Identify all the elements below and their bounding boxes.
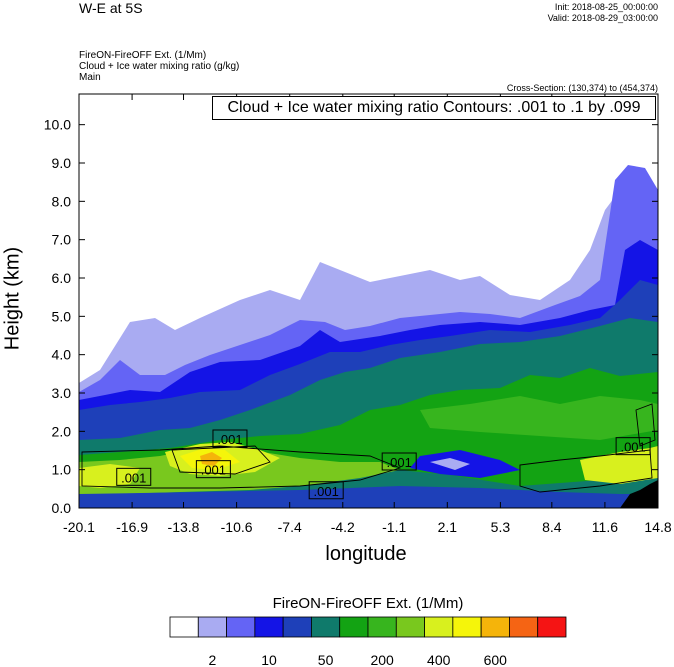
y-tick-label: 6.0	[52, 270, 72, 286]
colorbar-label: 50	[318, 652, 334, 667]
y-tick-label: 2.0	[52, 423, 72, 439]
x-tick-label: -13.8	[168, 519, 200, 535]
contour-label: .001	[620, 440, 645, 455]
field-name-main: Main	[79, 72, 101, 83]
field-band-blue-bottom	[79, 486, 658, 508]
field-name-extinction: FireON-FireOFF Ext. (1/Mm)	[79, 50, 207, 61]
contour-label: .001	[314, 484, 339, 499]
contour-label-box	[381, 452, 417, 471]
plot-title: W-E at 5S	[79, 0, 143, 16]
y-tick-label: 8.0	[52, 193, 72, 209]
contour-label: .001	[121, 470, 146, 485]
field-name-cloud-ice: Cloud + Ice water mixing ratio (g/kg)	[79, 61, 240, 72]
y-tick-label: 5.0	[52, 308, 72, 324]
x-tick-label: -20.1	[63, 519, 95, 535]
colorbar-swatch	[254, 616, 284, 638]
colorbar-swatch	[339, 616, 369, 638]
colorbar-label: 2	[209, 652, 217, 667]
colorbar-label: 10	[261, 652, 277, 667]
contour-label: .001	[387, 455, 412, 470]
y-tick-label: 1.0	[52, 462, 72, 478]
field-band-lavender-lower	[430, 458, 470, 470]
colorbar-title: FireON-FireOFF Ext. (1/Mm)	[272, 595, 464, 612]
field-band-yellow-right	[580, 446, 658, 484]
contour-label-box	[212, 429, 248, 448]
cross-section-label: Cross-Section: (130,374) to (454,374)	[506, 83, 658, 93]
plot-frame	[78, 93, 659, 509]
x-tick-label: 11.6	[592, 519, 618, 535]
contour-label-box	[615, 437, 651, 456]
y-tick-label: 7.0	[52, 232, 72, 248]
valid-time: Valid: 2018-08-29_03:00:00	[547, 13, 658, 23]
contour-label: .001	[201, 463, 226, 478]
colorbar-swatch	[452, 616, 482, 638]
field-band-orange	[200, 452, 222, 466]
init-time: Init: 2018-08-25_00:00:00	[554, 2, 658, 12]
colorbar-swatch	[395, 616, 425, 638]
init-valid-times: Init: 2018-08-25_00:00:00 Valid: 2018-08…	[548, 2, 658, 24]
x-tick-label: -10.6	[221, 519, 253, 535]
field-header: FireON-FireOFF Ext. (1/Mm) Cloud + Ice w…	[79, 50, 239, 83]
colorbar-label: 400	[427, 652, 451, 667]
contour-label: .001	[217, 432, 242, 447]
colorbar-swatch	[424, 616, 454, 638]
x-tick-label: -7.4	[278, 519, 302, 535]
x-tick-label: -4.2	[331, 519, 355, 535]
contour-info-box: Cloud + Ice water mixing ratio Contours:…	[212, 96, 656, 120]
colorbar-swatch	[282, 616, 312, 638]
y-tick-label: 0.0	[52, 500, 72, 516]
field-band-yellow-left	[79, 464, 140, 488]
y-axis-label: Height (km)	[1, 246, 24, 351]
plot-field	[79, 94, 658, 508]
x-tick-label: 2.1	[438, 519, 458, 535]
y-tick-label: 3.0	[52, 385, 72, 401]
colorbar-swatch	[169, 616, 199, 638]
colorbar-label: 200	[370, 652, 394, 667]
y-tick-label: 10.0	[44, 117, 71, 133]
field-band-lime	[420, 396, 658, 440]
x-tick-label: -1.1	[382, 519, 406, 535]
contour-label-box	[195, 460, 231, 479]
y-tick-label: 9.0	[52, 155, 72, 171]
colorbar-swatch	[537, 616, 567, 638]
x-tick-label: -16.9	[116, 519, 148, 535]
colorbar-swatch	[226, 616, 256, 638]
colorbar-swatch	[197, 616, 227, 638]
contour-label-box	[116, 467, 152, 486]
x-tick-label: 8.4	[542, 519, 562, 535]
contour-label-box	[308, 481, 344, 500]
colorbar-label: 600	[484, 652, 508, 667]
x-axis-label: longitude	[325, 543, 407, 565]
colorbar-swatch	[509, 616, 539, 638]
terrain	[620, 480, 658, 508]
y-tick-label: 4.0	[52, 347, 72, 363]
colorbar-swatch	[367, 616, 397, 638]
x-tick-label: 14.8	[644, 519, 671, 535]
colorbar-swatch	[480, 616, 510, 638]
x-tick-label: 5.3	[491, 519, 511, 535]
colorbar-swatch	[311, 616, 341, 638]
